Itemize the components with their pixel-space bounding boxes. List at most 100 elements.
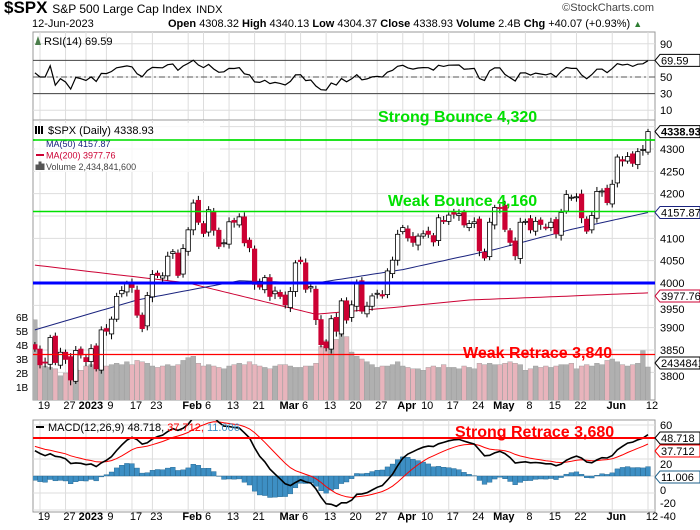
- macd-hist-bar: [456, 469, 462, 477]
- volume-bar: [517, 364, 523, 400]
- candle-body: [456, 213, 462, 216]
- macd-hist-bar: [211, 471, 217, 477]
- volume-bar: [231, 364, 237, 400]
- macd-hist-bar: [338, 475, 345, 484]
- candle-body: [267, 277, 273, 297]
- volume-bar: [277, 364, 283, 400]
- candle-body: [420, 233, 426, 237]
- open-label: Open: [168, 18, 197, 30]
- volume-bar: [349, 351, 355, 400]
- volume-bar: [308, 365, 314, 400]
- macd-hist-bar: [195, 465, 201, 477]
- macd-hist-bar: [369, 471, 375, 477]
- rsi-tick-label: 10: [660, 105, 672, 117]
- volume-bar: [42, 365, 48, 400]
- macd-tick-label: -20: [660, 498, 676, 510]
- ma200-tag: [654, 289, 700, 303]
- candle-body: [93, 345, 99, 370]
- candle-body: [568, 196, 574, 199]
- macd-hist-bar: [435, 466, 442, 477]
- volume-bar: [343, 336, 350, 400]
- macd-hist-bar: [303, 475, 309, 484]
- x-tick-label: 24: [472, 400, 484, 412]
- volume-bar: [114, 363, 120, 400]
- candle-body: [461, 212, 467, 226]
- volume-bar: [211, 365, 217, 400]
- candle-body: [83, 357, 89, 363]
- volume-tick-label: 5B: [16, 327, 29, 338]
- macd-hist-bar: [420, 461, 426, 477]
- macd-hist-bar: [42, 475, 48, 483]
- macd-hist-bar: [614, 468, 620, 477]
- volume-bar: [410, 368, 416, 400]
- open-value: 4308.32: [199, 18, 239, 30]
- candle-body: [558, 212, 564, 236]
- volume-bar: [144, 363, 150, 400]
- macd-hist-bar: [619, 467, 626, 477]
- candle-body: [170, 251, 176, 254]
- rsi-tick-label: 90: [660, 39, 672, 51]
- volume-bar: [522, 370, 528, 400]
- macd-hist-bar: [149, 470, 156, 477]
- candle-body: [119, 290, 125, 295]
- x-tick-label: 21: [252, 511, 264, 523]
- macd-tag-text: 48.718: [661, 433, 695, 445]
- candle-body: [502, 204, 508, 230]
- volume-bar: [251, 364, 258, 400]
- annotation-text: Weak Bounce 4,160: [388, 193, 537, 210]
- macd-hist-bar: [604, 474, 610, 477]
- macd-hist-bar: [476, 475, 482, 481]
- x-tick-label: 13: [324, 400, 336, 412]
- x-tick-label: 23: [150, 511, 162, 523]
- macd-hist-bar: [73, 475, 79, 482]
- candle-body: [538, 219, 544, 225]
- candle-body: [563, 194, 569, 212]
- volume-value: 2.4B: [498, 18, 521, 30]
- candle-body: [573, 196, 580, 199]
- macd-hist-bar: [492, 475, 498, 480]
- candle-body: [578, 193, 585, 219]
- rsi-value-tag-text: 69.59: [661, 55, 689, 67]
- rsi-legend-icon: [35, 36, 41, 45]
- candle-body: [328, 318, 334, 350]
- macd-hist-bar: [624, 466, 631, 477]
- volume-bar: [379, 365, 385, 400]
- candle-body: [160, 275, 166, 279]
- macd-hist-bar: [328, 475, 334, 491]
- macd-hist-bar: [553, 475, 559, 480]
- price-tick-label: 4250: [660, 166, 684, 178]
- candle-body: [144, 295, 150, 327]
- candle-body: [359, 280, 365, 312]
- up-arrow-icon: ▲: [633, 19, 643, 29]
- macd-line: [34, 420, 649, 508]
- x-tick-label: 22: [574, 511, 586, 523]
- exchange: INDX: [196, 4, 223, 16]
- x-tick-label: 27: [375, 511, 387, 523]
- ma200-legend: MA(200) 3977.76: [46, 151, 116, 161]
- candle-body: [287, 291, 293, 308]
- x-tick-label: 17: [130, 400, 142, 412]
- x-tick-label: 20: [350, 511, 362, 523]
- candle-body: [313, 288, 319, 321]
- rsi-line: [34, 59, 649, 91]
- volume-tick-label: 3B: [16, 355, 29, 366]
- candle-body: [185, 229, 191, 252]
- candle-body: [226, 221, 232, 245]
- macd-hist-bar: [277, 475, 283, 497]
- macd-hist-bar: [129, 463, 135, 477]
- macd-hist-bar: [114, 467, 120, 477]
- candle-body: [323, 341, 329, 349]
- macd-hist-bar: [175, 470, 181, 477]
- x-tick-label: 22: [574, 400, 586, 412]
- volume-bar: [129, 364, 135, 400]
- candle-body: [512, 240, 518, 257]
- macd-hist-bar: [160, 469, 166, 477]
- rsi-value-tag: [654, 53, 700, 67]
- macd-hist-bar: [154, 469, 161, 477]
- volume-bar: [175, 364, 181, 400]
- macd-hist-bar: [594, 475, 600, 477]
- candle-body: [114, 296, 120, 320]
- x-tick-label: 9: [107, 400, 113, 412]
- volume-bar: [257, 365, 263, 400]
